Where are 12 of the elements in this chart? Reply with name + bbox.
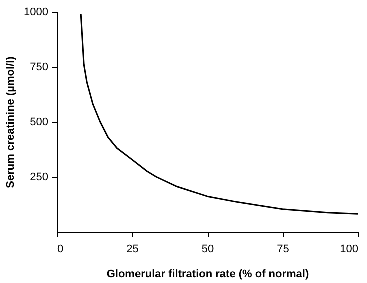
y-tick-label: 250	[30, 172, 48, 184]
y-axis-title: Serum creatinine (µmol/l)	[5, 56, 18, 188]
x-tick-label: 0	[58, 244, 64, 256]
line-series	[80, 13, 359, 215]
x-tick-label: 100	[340, 244, 358, 256]
y-tick-label: 750	[30, 62, 48, 74]
y-tick-label: 500	[30, 116, 48, 128]
x-axis-title: Glomerular filtration rate (% of normal)	[106, 268, 310, 280]
x-tick-label: 25	[126, 244, 139, 256]
y-tick-label: 1000	[24, 6, 48, 18]
x-tick-label: 75	[277, 244, 290, 256]
x-tick-label: 50	[202, 244, 214, 256]
